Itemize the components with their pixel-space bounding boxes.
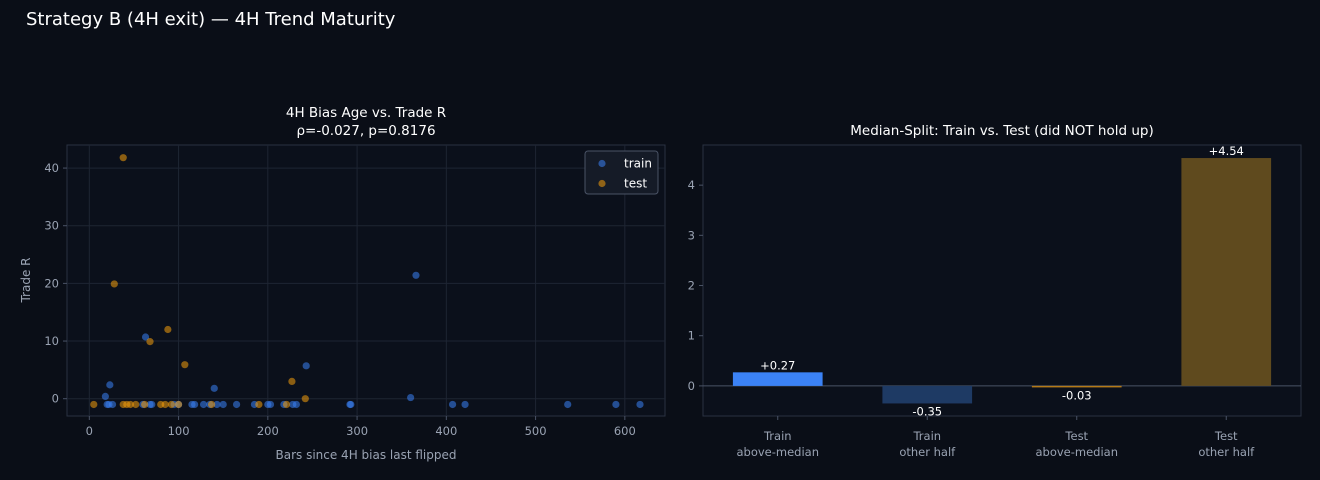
y-tick-label: 20 <box>44 276 59 290</box>
bar <box>1031 385 1122 388</box>
x-tick-label: 600 <box>614 424 636 438</box>
point-train <box>266 400 275 409</box>
scatter-title: 4H Bias Age vs. Trade R <box>286 105 446 121</box>
point-train <box>612 400 620 409</box>
y-tick-label: 0 <box>688 379 695 393</box>
point-test <box>90 400 98 409</box>
point-train <box>148 400 156 409</box>
point-train <box>141 333 150 341</box>
bar-chart: Median-Split: Train vs. Test (did NOT ho… <box>688 123 1302 459</box>
x-tick-label: 0 <box>86 424 93 438</box>
scatter-y-axis-label: Trade R <box>19 257 33 303</box>
scatter-points <box>90 154 644 409</box>
x-tick-label: 100 <box>168 424 190 438</box>
legend-label-test: test <box>624 177 647 191</box>
legend-marker-test <box>598 179 606 188</box>
point-train <box>461 400 469 409</box>
point-train <box>407 393 415 402</box>
point-test <box>146 338 154 346</box>
bar-value-labels: +0.27 -0.35 -0.03 +4.54 <box>760 144 1244 418</box>
point-train <box>199 400 208 409</box>
point-test <box>167 400 176 409</box>
y-tick-label: 3 <box>688 228 695 242</box>
point-train <box>232 400 241 409</box>
point-test <box>301 395 309 403</box>
point-test <box>207 400 216 409</box>
bar <box>1181 158 1272 386</box>
scatter-x-ticks: 0 100 200 300 400 500 600 <box>86 416 636 438</box>
legend-label-train: train <box>624 157 652 171</box>
y-tick-label: 2 <box>688 279 695 293</box>
bar-category-label: Train <box>763 429 792 443</box>
point-train <box>412 271 420 279</box>
point-test <box>161 400 169 409</box>
point-train <box>219 400 227 409</box>
bar-category-label: Test <box>1214 429 1238 443</box>
point-train <box>191 400 199 409</box>
y-tick-label: 0 <box>52 392 59 406</box>
scatter-x-axis-label: Bars since 4H bias last flipped <box>275 448 456 462</box>
bar <box>732 372 823 386</box>
bar-bars <box>732 158 1272 404</box>
y-tick-label: 4 <box>688 178 695 192</box>
bar <box>882 385 973 404</box>
scatter-y-ticks: 0 10 20 30 40 <box>44 161 67 406</box>
scatter-chart: 4H Bias Age vs. Trade R ρ=-0.027, p=0.81… <box>19 105 666 462</box>
bar-y-ticks: 0 1 2 3 4 <box>688 178 703 393</box>
x-tick-label: 500 <box>525 424 547 438</box>
point-train <box>347 400 355 409</box>
bar-value-label: +4.54 <box>1209 144 1244 158</box>
point-train <box>564 400 572 409</box>
y-tick-label: 40 <box>44 161 59 175</box>
scatter-subtitle: ρ=-0.027, p=0.8176 <box>296 123 435 139</box>
bar-category-label: above-median <box>736 445 819 459</box>
point-test <box>132 400 140 409</box>
point-test <box>181 361 189 369</box>
bar-chart-title: Median-Split: Train vs. Test (did NOT ho… <box>850 123 1153 139</box>
x-tick-label: 200 <box>257 424 279 438</box>
y-tick-label: 10 <box>44 334 59 348</box>
figure-title: Strategy B (4H exit) — 4H Trend Maturity <box>26 9 396 30</box>
bar-category-label: other half <box>1198 445 1255 459</box>
y-tick-label: 1 <box>688 329 695 343</box>
x-tick-label: 400 <box>435 424 457 438</box>
bar-value-label: -0.03 <box>1062 388 1092 402</box>
point-test <box>119 154 127 162</box>
point-test <box>255 400 263 409</box>
point-train <box>302 362 310 370</box>
legend-marker-train <box>598 159 606 168</box>
bar-category-labels: Train above-median Train other half Test abov… <box>736 416 1255 459</box>
point-train <box>448 400 457 409</box>
scatter-plot-area <box>66 144 666 417</box>
point-train <box>213 400 221 409</box>
point-train <box>210 384 218 392</box>
point-train <box>101 392 109 400</box>
y-tick-label: 30 <box>44 219 59 233</box>
point-train <box>108 400 117 409</box>
bar-value-label: -0.35 <box>912 404 942 418</box>
point-train <box>636 400 644 409</box>
bar-value-label: +0.27 <box>760 358 795 372</box>
point-test <box>110 280 118 288</box>
point-test <box>282 400 291 409</box>
x-tick-label: 300 <box>346 424 368 438</box>
point-test <box>288 377 296 386</box>
bar-category-label: above-median <box>1035 445 1118 459</box>
scatter-legend: train test <box>584 150 659 195</box>
point-test <box>164 325 172 334</box>
point-test <box>126 400 134 409</box>
point-train <box>106 381 114 389</box>
bar-category-label: Train <box>912 429 941 443</box>
bar-category-label: Test <box>1064 429 1088 443</box>
bar-category-label: other half <box>899 445 956 459</box>
point-test <box>174 400 183 409</box>
point-train <box>292 400 300 409</box>
scatter-grid <box>67 145 665 416</box>
point-test <box>141 400 149 409</box>
